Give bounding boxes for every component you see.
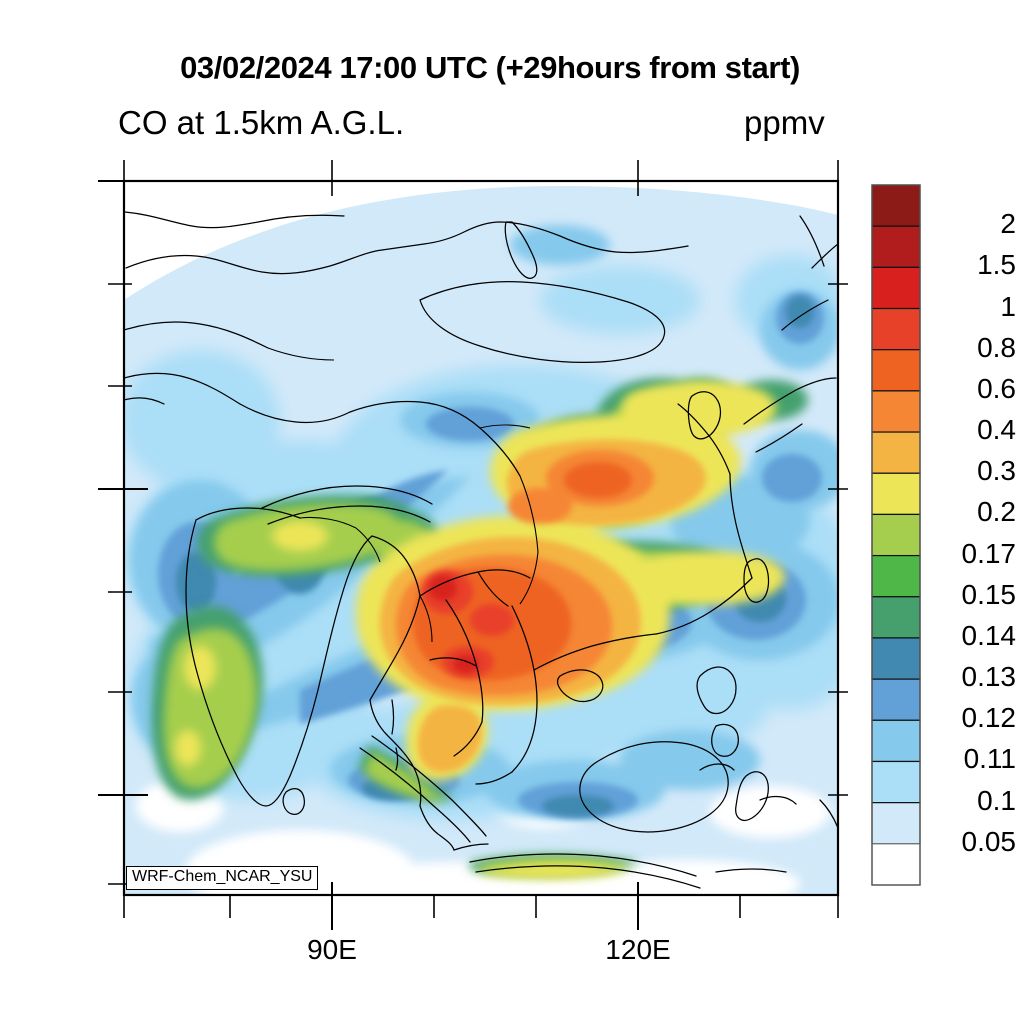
colorbar-cell — [871, 349, 921, 392]
colorbar-tick-label: 0.6 — [977, 372, 1016, 404]
colorbar-tick-label: 0.17 — [961, 537, 1017, 569]
colorbar-cell — [871, 719, 921, 763]
colorbar-tick-label: 0.05 — [961, 825, 1017, 857]
country-borders-layer — [267, 347, 539, 643]
colorbar-tick-label: 0.1 — [977, 784, 1016, 816]
colorbar-outline — [871, 184, 921, 886]
colorbar-cell — [871, 184, 921, 227]
colorbar-cell — [871, 760, 921, 804]
colorbar-tick-label: 1 — [1000, 290, 1016, 322]
colorbar-tick-label: 0.3 — [977, 455, 1016, 487]
colorbar-cell — [871, 596, 921, 639]
colorbar-cell — [871, 431, 921, 474]
figure-subtitle: CO at 1.5km A.G.L. — [118, 104, 405, 141]
map-frame — [122, 179, 840, 897]
colorbar-tick-label: 0.2 — [977, 496, 1016, 528]
x-tick-label-120e: 120E — [605, 934, 671, 965]
colorbar-tick-label: 2 — [1000, 208, 1016, 240]
colorbar-tick-label: 0.4 — [977, 414, 1016, 446]
colorbar-cell — [871, 307, 921, 351]
colorbar-cell — [871, 678, 921, 721]
colorbar-cell — [871, 637, 921, 680]
colorbar-tick-label: 0.11 — [963, 743, 1016, 775]
colorbar-tick-label: 0.15 — [961, 578, 1017, 610]
colorbar-cell — [871, 554, 921, 598]
colorbar-tick-label: 0.8 — [977, 331, 1016, 363]
axis-ticks — [98, 160, 848, 930]
units-label: ppmv — [744, 104, 825, 141]
colorbar-cell — [871, 266, 921, 310]
colorbar — [871, 184, 921, 886]
figure-title: 03/02/2024 17:00 UTC (+29hours from star… — [180, 50, 800, 85]
colorbar-cell — [871, 472, 921, 516]
x-tick-label-90e: 90E — [307, 934, 357, 965]
colorbar-cell — [871, 843, 921, 886]
colorbar-tick-label: 0.14 — [961, 619, 1017, 651]
colorbar-tick-label: 0.13 — [961, 661, 1017, 693]
colorbar-cell — [871, 802, 921, 845]
coastlines-layer — [124, 211, 838, 889]
model-tag: WRF-Chem_NCAR_YSU — [126, 866, 319, 890]
colorbar-tick-label: 1.5 — [977, 249, 1016, 281]
colorbar-cell — [871, 225, 921, 268]
colorbar-tick-label: 0.12 — [961, 702, 1017, 734]
colorbar-cell — [871, 390, 921, 433]
colorbar-cell — [871, 513, 921, 557]
